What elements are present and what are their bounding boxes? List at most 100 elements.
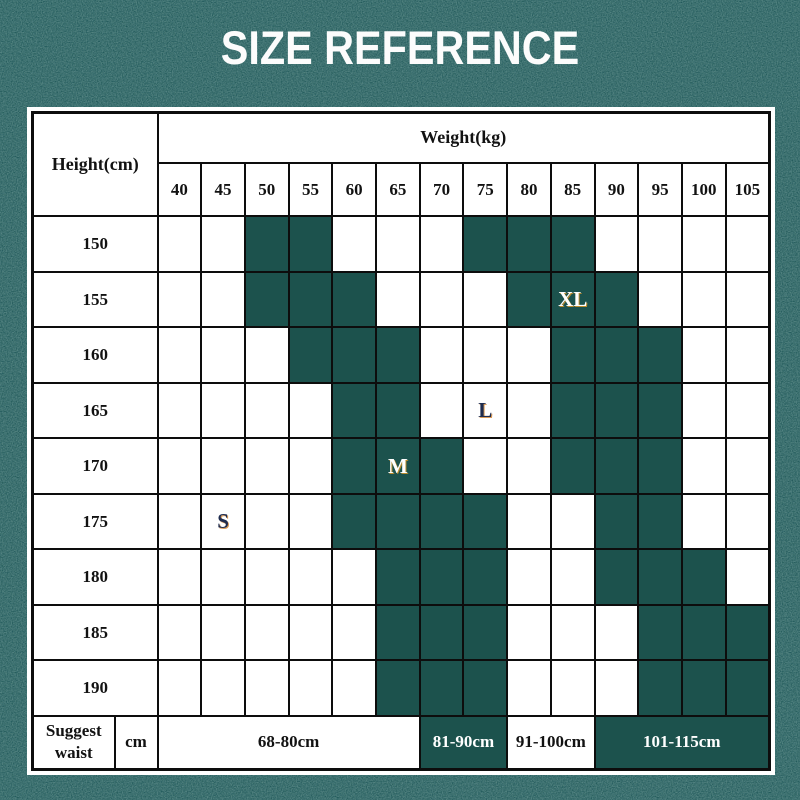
grid-cell [331,603,378,662]
grid-cell [637,548,683,606]
size-label-m: M [375,437,421,495]
grid-cell [331,492,378,551]
grid-cell [243,437,290,495]
grid-cell [200,326,246,384]
grid-cell [200,437,246,495]
grid-cell [156,659,203,717]
grid-cell [200,215,246,273]
weight-col-header: 90 [593,161,640,218]
height-row-header: 155 [31,270,159,329]
grid-cell [680,603,727,662]
grid-cell [418,548,465,606]
grid-cell [156,492,203,551]
grid-cell [680,492,727,551]
weight-col-header: 95 [637,161,683,218]
grid-cell [724,326,771,384]
grid-cell [418,437,465,495]
grid-cell [462,659,509,717]
table-row: 150 [31,215,771,273]
table-row: 160 [31,326,771,384]
grid-cell [243,215,290,273]
grid-cell [593,381,640,440]
grid-cell [156,548,203,606]
grid-cell [637,270,683,329]
grid-cell [724,603,771,662]
grid-cell [593,603,640,662]
grid-cell [506,548,552,606]
grid-cell [637,326,683,384]
grid-cell [418,270,465,329]
grid-cell [375,326,421,384]
table-row: 190 [31,659,771,717]
grid-cell [243,270,290,329]
grid-cell [418,659,465,717]
grid-cell [549,659,596,717]
grid-cell [593,326,640,384]
grid-cell [375,381,421,440]
grid-cell [156,270,203,329]
grid-cell [200,659,246,717]
grid-cell [506,492,552,551]
grid-cell [462,215,509,273]
height-row-header: 160 [31,326,159,384]
suggest-waist-label: Suggest waist [31,714,116,771]
waist-range-segment: 81-90cm [418,714,509,771]
table-row: 180 [31,548,771,606]
grid-cell [462,548,509,606]
height-row-header: 180 [31,548,159,606]
grid-cell [680,270,727,329]
table-row: 165 L [31,381,771,440]
grid-cell [506,215,552,273]
grid-cell [200,270,246,329]
grid-cell [593,215,640,273]
grid-cell [462,603,509,662]
height-row-header: 150 [31,215,159,273]
grid-cell [418,381,465,440]
grid-cell [287,326,334,384]
grid-cell [680,326,727,384]
grid-cell [724,492,771,551]
grid-cell [506,326,552,384]
grid-cell [287,437,334,495]
grid-cell [593,492,640,551]
table-row: 155 XL [31,270,771,329]
table-row: Suggest waist cm 68-80cm 81-90cm 91-100cm 101… [31,714,771,771]
height-row-header: 165 [31,381,159,440]
height-row-header: 170 [31,437,159,495]
grid-cell [506,270,552,329]
grid-cell [637,603,683,662]
height-axis-header: Height(cm) [31,111,159,218]
grid-cell [593,548,640,606]
grid-cell [375,548,421,606]
height-row-header: 190 [31,659,159,717]
size-label-xl: XL [549,270,596,329]
grid-cell [243,381,290,440]
grid-cell [287,492,334,551]
table-row: Height(cm) Weight(kg) [31,111,771,218]
grid-cell [462,270,509,329]
size-label-l: L [462,381,509,440]
grid-cell [331,548,378,606]
grid-cell [287,603,334,662]
grid-cell [549,548,596,606]
grid-cell [680,215,727,273]
weight-col-header: 65 [375,161,421,218]
grid-cell [375,215,421,273]
grid-cell [724,270,771,329]
grid-cell [549,215,596,273]
grid-cell [331,270,378,329]
weight-col-header: 40 [156,161,203,218]
grid-cell [724,437,771,495]
waist-range-segment: 91-100cm [506,714,596,771]
size-table-panel: Height(cm) Weight(kg) 40 45 50 55 60 65 70 75 80 85… [27,107,775,775]
grid-cell [724,659,771,717]
weight-col-header: 55 [287,161,334,218]
grid-cell [375,603,421,662]
grid-cell [200,603,246,662]
table-row: 170 M [31,437,771,495]
grid-cell [680,381,727,440]
grid-cell [680,659,727,717]
weight-col-header: 45 [200,161,246,218]
page-title: SIZE REFERENCE [220,21,580,74]
grid-cell [549,381,596,440]
